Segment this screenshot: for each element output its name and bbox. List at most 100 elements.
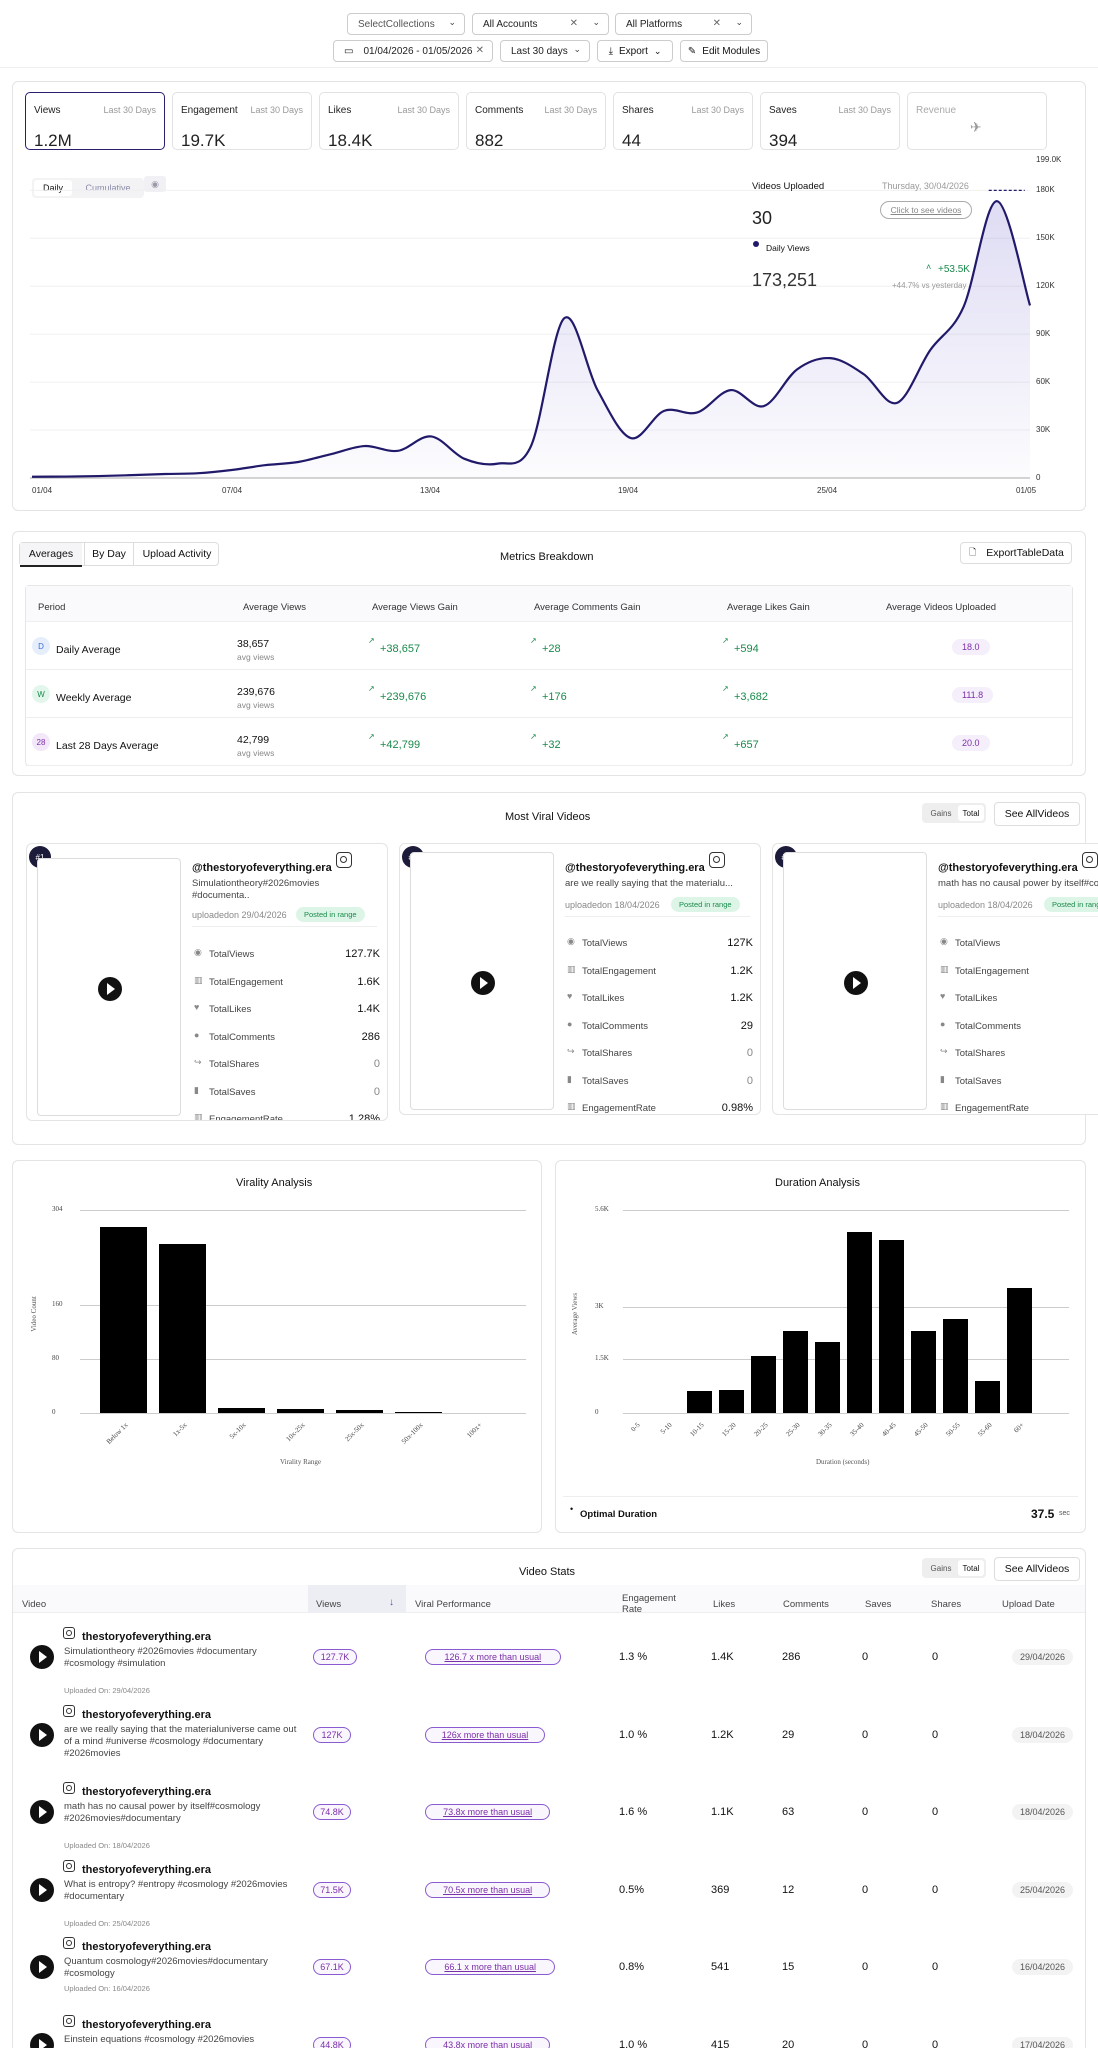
play-icon[interactable] [471,971,495,995]
metric-tile-revenue[interactable]: Revenue ✈ [907,92,1047,150]
video-thumbnail[interactable] [410,852,554,1110]
histogram-bar[interactable] [336,1410,383,1413]
metric-tile-range: Last 30 Days [250,105,303,115]
stat-label: TotalShares [955,1048,1006,1059]
y-tick-label: 5.6K [595,1205,609,1213]
export-label: Export [618,45,648,57]
video-table-header: Video [22,1599,47,1610]
histogram-bar[interactable] [1007,1288,1032,1413]
export-button[interactable]: ⤓ Export ⌄ [597,40,673,62]
play-icon[interactable] [98,977,122,1001]
histogram-bar[interactable] [911,1331,936,1413]
histogram-bar[interactable] [218,1407,265,1413]
play-icon[interactable] [30,1722,54,1747]
metric-tile-label: Saves [769,105,797,116]
metric-tile-views[interactable]: Views Last 30 Days 1.2M [25,92,165,150]
histogram-bar[interactable] [277,1408,324,1413]
export-table-button[interactable]: 🗋 ExportTableData [960,542,1072,564]
daily-toggle[interactable]: Daily [34,180,72,196]
period-select[interactable]: Last 30 days ⌄ [500,40,590,62]
histogram-bar[interactable] [783,1331,808,1413]
account-name[interactable]: thestoryofeverything.era [82,1941,211,1953]
viral-video-card[interactable]: #1 @thestoryofeverything.era Simulationthe… [26,843,388,1121]
histogram-bar[interactable] [751,1355,776,1413]
tab-by-day[interactable]: By Day [84,543,134,565]
instagram-icon [63,2014,75,2027]
gains-toggle[interactable]: Gains [930,808,952,818]
table-row[interactable]: thestoryofeverything.era Quantum cosmolog… [12,1937,1082,2015]
metric-tile-likes[interactable]: Likes Last 30 Days 18.4K [319,92,459,150]
table-row[interactable]: thestoryofeverything.era What is entropy?… [12,1859,1082,1938]
stat-value: 74 [1046,937,1098,949]
histogram-bar[interactable] [879,1239,904,1413]
sort-arrow-icon[interactable]: ↓ [389,1597,394,1608]
metric-tile-shares[interactable]: Shares Last 30 Days 44 [613,92,753,150]
histogram-bar[interactable] [847,1232,872,1413]
play-icon[interactable] [844,971,868,995]
histogram-bar[interactable] [815,1341,840,1413]
views-sorted-header[interactable] [308,1585,406,1613]
table-row[interactable]: thestoryofeverything.era math has no caus… [12,1782,1082,1860]
play-icon[interactable] [30,1800,54,1824]
play-icon[interactable] [30,2032,54,2048]
tab-averages[interactable]: Averages [20,543,82,567]
metric-tile-label: Shares [622,105,654,116]
video-thumbnail[interactable] [783,852,927,1110]
histogram-bar[interactable] [395,1411,442,1413]
account-name[interactable]: thestoryofeverything.era [82,1631,211,1643]
shares-value: 0 [932,2038,939,2048]
stat-label: EngagementRate [955,1103,1029,1114]
account-name[interactable]: @thestoryofeverything.era [192,862,332,874]
metric-tile-saves[interactable]: Saves Last 30 Days 394 [760,92,900,150]
table-row[interactable]: thestoryofeverything.era Einstein equatio… [12,2014,1082,2048]
account-name[interactable]: thestoryofeverything.era [82,1863,211,1876]
instagram-icon [63,1859,75,1872]
metric-tile-comments[interactable]: Comments Last 30 Days 882 [466,92,606,150]
histogram-bar[interactable] [719,1389,744,1413]
y-tick-label: 30K [1036,425,1051,435]
video-table-header: Shares [931,1599,962,1610]
gridline [623,1210,1069,1211]
clear-icon[interactable]: ✕ [569,18,578,29]
cumulative-toggle[interactable]: Cumulative [85,183,131,193]
table-row[interactable]: thestoryofeverything.era are we really sa… [12,1704,1082,1783]
see-videos-button[interactable]: Click to see videos [880,201,972,219]
play-icon[interactable] [30,1955,54,1979]
play-icon[interactable] [30,1877,54,1902]
histogram-bar[interactable] [100,1227,147,1413]
video-table-header[interactable]: Views [316,1599,342,1610]
total-toggle[interactable]: Total [958,805,984,821]
clear-icon[interactable]: ✕ [475,45,484,56]
platforms-select[interactable]: All Platforms ✕ ⌄ [615,13,752,35]
account-name[interactable]: @thestoryofeverything.era [938,862,1078,874]
video-thumbnail[interactable] [37,858,181,1116]
account-name[interactable]: @thestoryofeverything.era [565,862,705,874]
account-name[interactable]: thestoryofeverything.era [82,1786,211,1798]
collections-select[interactable]: SelectCollections ⌄ [347,13,465,35]
see-all-videos-button[interactable]: See AllVideos [994,1557,1080,1581]
total-toggle[interactable]: Total [958,1560,984,1576]
header-divider [0,67,1098,68]
account-name[interactable]: thestoryofeverything.era [82,2018,211,2031]
eye-icon[interactable]: ◉ [144,176,166,192]
tab-upload-activity[interactable]: Upload Activity [142,548,212,560]
accounts-select[interactable]: All Accounts ✕ ⌄ [472,13,609,35]
date-range-picker[interactable]: ▭ 01/04/2026 - 01/05/2026 ✕ [333,40,493,62]
er-value: 1.0 % [619,2038,648,2048]
account-name[interactable]: thestoryofeverything.era [82,1708,211,1721]
gains-toggle[interactable]: Gains [930,1563,952,1573]
histogram-bar[interactable] [975,1380,1000,1413]
y-tick-label: 199.0K [1036,155,1062,164]
avg-comments-gain: +32 [542,739,561,751]
see-all-videos-button[interactable]: See AllVideos [994,802,1080,826]
table-row[interactable]: thestoryofeverything.era Simulationtheory… [12,1627,1082,1705]
play-icon[interactable] [30,1645,54,1669]
edit-modules-button[interactable]: ✎ Edit Modules [680,40,768,62]
histogram-bar[interactable] [687,1390,712,1413]
histogram-bar[interactable] [943,1319,968,1413]
histogram-bar[interactable] [159,1243,206,1413]
metric-tile-engagement[interactable]: Engagement Last 30 Days 19.7K [172,92,312,150]
clear-icon[interactable]: ✕ [712,18,721,29]
